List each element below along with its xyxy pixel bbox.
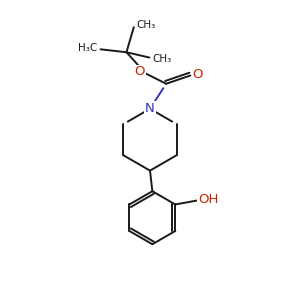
Text: CH₃: CH₃ bbox=[153, 54, 172, 64]
Text: O: O bbox=[134, 65, 145, 79]
Text: H₃C: H₃C bbox=[78, 43, 97, 53]
Text: N: N bbox=[145, 102, 155, 115]
Text: CH₃: CH₃ bbox=[136, 20, 156, 30]
Text: O: O bbox=[193, 68, 203, 80]
Text: OH: OH bbox=[198, 193, 218, 206]
